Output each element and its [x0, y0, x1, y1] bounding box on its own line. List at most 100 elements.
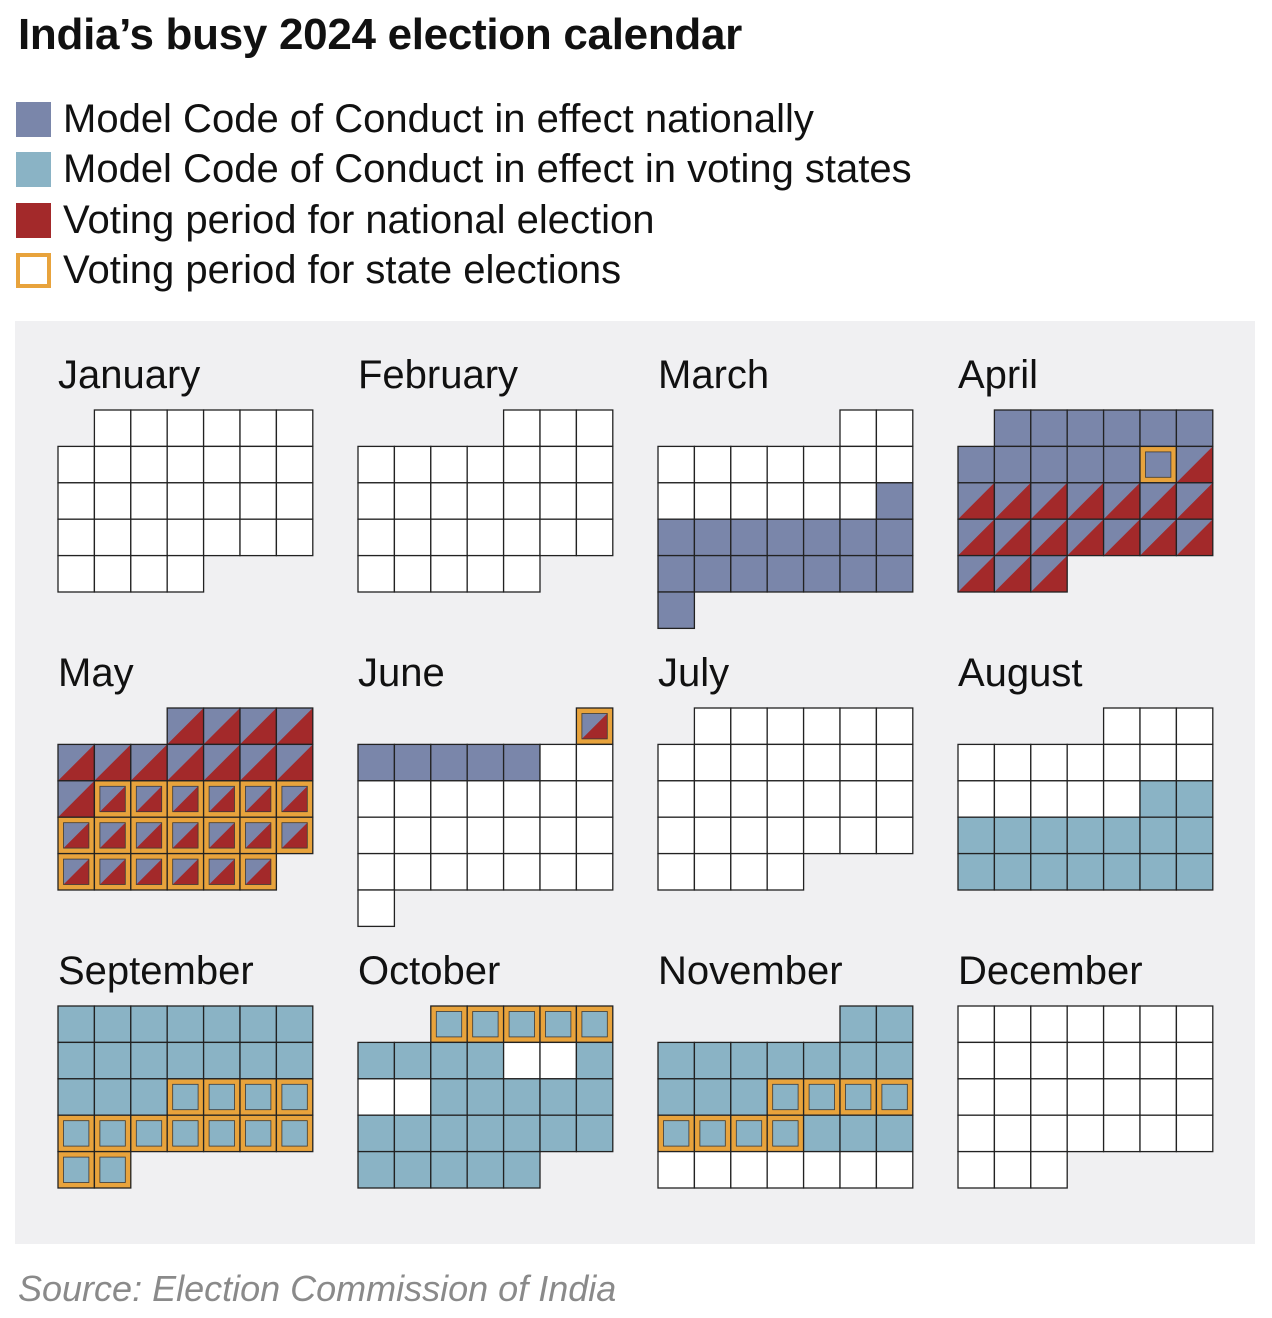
- day-fill: [467, 817, 504, 854]
- day-fill: [467, 1151, 504, 1188]
- state-vote-inner-outline: [63, 858, 90, 885]
- day-cell: [1030, 518, 1068, 557]
- day-fill: [130, 555, 168, 592]
- day-cell: [166, 409, 205, 448]
- state-vote-inner-outline: [208, 785, 235, 813]
- day-fill: [503, 410, 540, 447]
- state-vote-inner-outline: [135, 822, 163, 849]
- day-fill: [839, 780, 877, 818]
- day-cell: [993, 409, 1032, 448]
- day-cell: [239, 707, 278, 746]
- day-cell: [239, 852, 278, 891]
- day-cell: [1139, 1114, 1178, 1153]
- day-fill: [539, 744, 577, 781]
- day-cell: [502, 1150, 541, 1189]
- day-cell: [539, 1114, 578, 1153]
- day-cell: [539, 852, 578, 891]
- day-outline: [575, 1114, 614, 1153]
- day-cell: [275, 1114, 314, 1153]
- day-cell: [1030, 1114, 1068, 1153]
- day-cell: [393, 780, 432, 818]
- day-fill: [276, 482, 313, 520]
- day-fill: [503, 1042, 540, 1079]
- day-fill: [730, 1151, 768, 1188]
- day-cell: [93, 780, 132, 818]
- day-fill: [1103, 1006, 1140, 1043]
- state-vote-inner-outline: [172, 858, 199, 885]
- day-fill: [276, 410, 313, 447]
- day-fill: [1030, 853, 1068, 890]
- day-fill: [839, 708, 877, 745]
- day-cell: [957, 445, 996, 484]
- day-cell: [130, 780, 168, 818]
- day-cell: [166, 743, 205, 782]
- state-vote-inner-outline: [208, 858, 235, 885]
- day-cell: [130, 1078, 168, 1116]
- day-fill: [1103, 446, 1140, 483]
- day-cell: [166, 780, 205, 818]
- day-fill: [958, 1115, 995, 1152]
- day-fill: [1139, 708, 1177, 745]
- day-cell: [839, 518, 878, 557]
- day-fill: [1067, 853, 1104, 890]
- day-fill: [839, 1115, 877, 1152]
- voting-triangle: [958, 555, 995, 592]
- day-fill: [658, 519, 695, 556]
- day-cell: [1066, 743, 1105, 782]
- day-fill: [1176, 1078, 1213, 1116]
- day-cell: [802, 445, 841, 484]
- voting-triangle: [57, 780, 95, 818]
- day-cell: [239, 1005, 278, 1044]
- day-cell: [957, 1041, 996, 1080]
- day-cell: [766, 482, 805, 520]
- legend-label: Model Code of Conduct in effect national…: [63, 96, 814, 141]
- day-fill: [576, 1115, 613, 1152]
- day-cell: [430, 1078, 468, 1116]
- month-label-june: June: [358, 651, 445, 695]
- day-fill: [394, 1078, 431, 1116]
- day-fill: [130, 1042, 168, 1079]
- day-cell: [657, 591, 696, 630]
- day-cell: [575, 1114, 614, 1153]
- day-cell: [539, 780, 578, 818]
- day-fill: [876, 482, 913, 520]
- day-fill: [576, 1078, 613, 1116]
- day-fill: [94, 1006, 131, 1043]
- state-vote-inner-outline: [581, 1011, 608, 1038]
- day-cell: [657, 743, 696, 782]
- day-outline: [357, 889, 396, 928]
- day-fill: [839, 409, 877, 447]
- day-fill: [394, 1115, 431, 1152]
- day-cell: [93, 445, 132, 484]
- day-cell: [766, 707, 805, 746]
- day-outline: [93, 1150, 132, 1189]
- state-vote-inner-outline: [435, 1011, 463, 1038]
- day-cell: [539, 1078, 578, 1116]
- day-cell: [275, 445, 314, 484]
- day-cell: [1030, 780, 1068, 818]
- day-cell: [166, 816, 205, 855]
- state-vote-inner-outline: [772, 1120, 799, 1147]
- day-cell: [730, 743, 768, 782]
- day-fill: [876, 1115, 913, 1152]
- day-fill: [803, 1042, 840, 1079]
- day-fill: [994, 817, 1031, 854]
- day-cell: [275, 518, 314, 557]
- day-cell: [875, 554, 914, 593]
- day-cell: [357, 445, 396, 484]
- day-cell: [1066, 816, 1105, 855]
- day-outline: [766, 852, 805, 891]
- day-cell: [1175, 482, 1214, 520]
- day-cell: [57, 1005, 96, 1044]
- day-fill: [394, 744, 431, 781]
- day-cell: [1139, 780, 1178, 818]
- day-cell: [239, 743, 278, 782]
- day-fill: [203, 482, 240, 520]
- day-fill: [694, 1042, 731, 1079]
- day-cell: [502, 445, 541, 484]
- state-vote-inner-outline: [699, 1120, 726, 1147]
- day-fill: [239, 1006, 277, 1043]
- day-cell: [357, 518, 396, 557]
- day-cell: [239, 1041, 278, 1080]
- day-cell: [1175, 1005, 1214, 1044]
